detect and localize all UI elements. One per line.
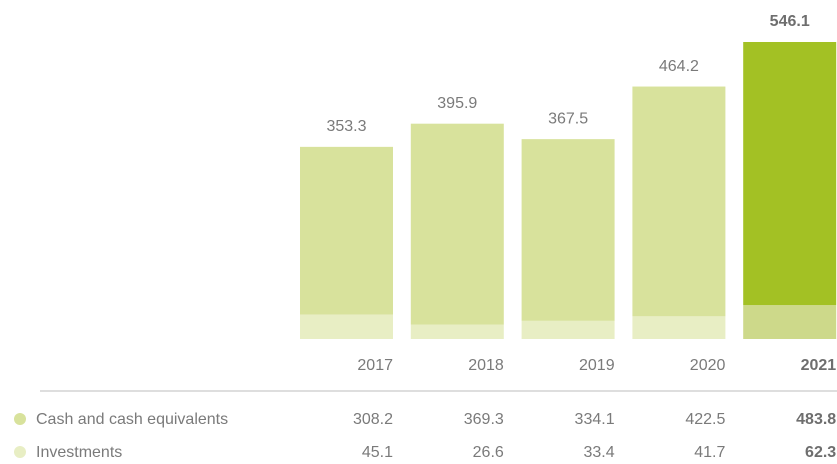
total-label: 353.3 [326, 118, 366, 135]
table-value: 422.5 [685, 411, 725, 428]
bar-segment [743, 305, 837, 339]
legend-swatch [14, 446, 26, 458]
x-tick-label: 2017 [357, 357, 393, 374]
x-tick-label: 2019 [579, 357, 615, 374]
table-value: 41.7 [694, 444, 725, 461]
bar-segment [743, 42, 837, 306]
total-label: 367.5 [548, 110, 588, 127]
table-value: 33.4 [583, 444, 614, 461]
bar-segment [632, 86, 726, 317]
bar-segment [300, 314, 393, 339]
bar-segment [521, 320, 615, 339]
table-value: 308.2 [353, 411, 393, 428]
legend-swatch [14, 413, 26, 425]
legend-label: Cash and cash equivalents [36, 411, 228, 428]
bar-segment [410, 324, 504, 339]
x-tick-label: 2020 [690, 357, 726, 374]
total-label: 395.9 [437, 95, 477, 112]
table-value: 26.6 [473, 444, 504, 461]
legend-label: Investments [36, 444, 122, 461]
table-value: 62.3 [805, 444, 836, 461]
bar-segment [300, 146, 393, 315]
table-value: 369.3 [464, 411, 504, 428]
total-label: 546.1 [770, 13, 810, 30]
table-value: 483.8 [796, 411, 836, 428]
bar-segment [521, 139, 615, 321]
x-tick-label: 2018 [468, 357, 504, 374]
table-value: 334.1 [575, 411, 615, 428]
bar-segment [410, 123, 504, 325]
table-value: 45.1 [362, 444, 393, 461]
total-label: 464.2 [659, 58, 699, 75]
bar-segment [632, 316, 726, 339]
x-tick-label: 2021 [801, 357, 837, 374]
